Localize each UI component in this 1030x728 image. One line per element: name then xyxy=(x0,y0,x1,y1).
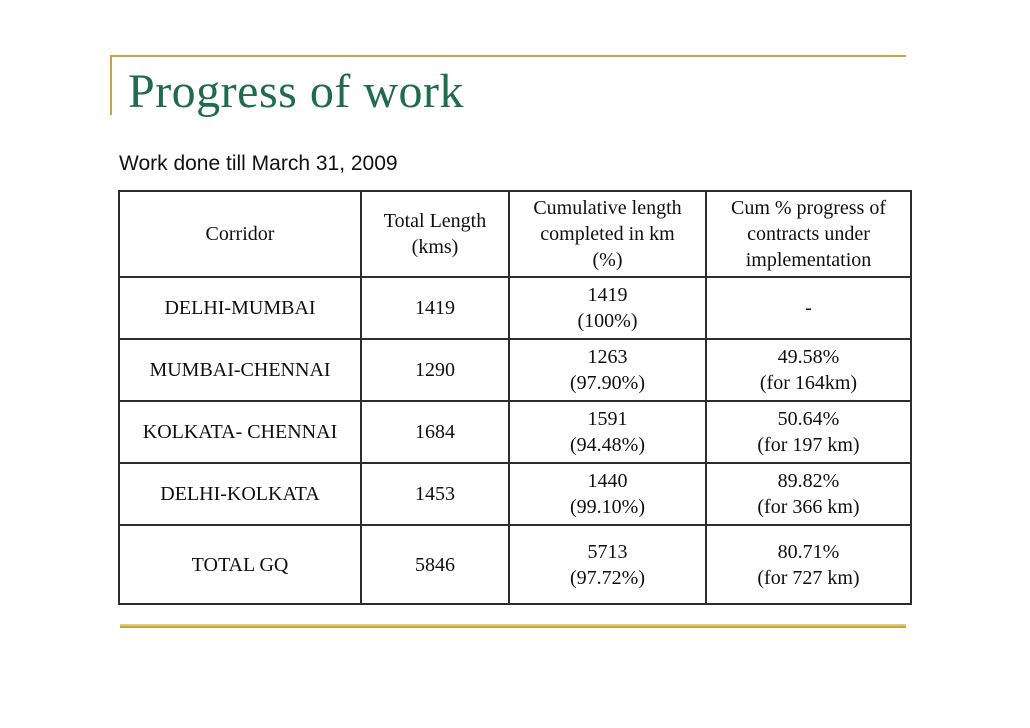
cell-cum-progress: - xyxy=(705,276,912,340)
cell-cum-progress: 49.58% (for 164km) xyxy=(705,338,912,402)
table-row-total-gq: TOTAL GQ 5846 5713 (97.72%) 80.71% (for … xyxy=(118,524,912,605)
column-header-corridor: Corridor xyxy=(118,190,362,278)
cell-cum-progress: 80.71% (for 727 km) xyxy=(705,524,912,605)
cell-cumulative: 1263 (97.90%) xyxy=(508,338,707,402)
column-header-cumulative-length: Cumulative length completed in km (%) xyxy=(508,190,707,278)
cell-corridor: MUMBAI-CHENNAI xyxy=(118,338,362,402)
table-row-delhi-kolkata: DELHI-KOLKATA 1453 1440 (99.10%) 89.82% … xyxy=(118,462,912,526)
column-header-cum-progress: Cum % progress of contracts under implem… xyxy=(705,190,912,278)
cell-corridor: KOLKATA- CHENNAI xyxy=(118,400,362,464)
bottom-accent-rule xyxy=(120,624,906,628)
cell-total-length: 1419 xyxy=(360,276,510,340)
page-title: Progress of work xyxy=(128,65,464,118)
cell-total-length: 1684 xyxy=(360,400,510,464)
cell-total-length: 1453 xyxy=(360,462,510,526)
left-accent-rule xyxy=(110,55,112,115)
cell-cum-progress: 50.64% (for 197 km) xyxy=(705,400,912,464)
cell-cumulative: 1440 (99.10%) xyxy=(508,462,707,526)
cell-cumulative: 1419 (100%) xyxy=(508,276,707,340)
table-header-row: Corridor Total Length (kms) Cumulative l… xyxy=(118,190,912,278)
cell-cum-progress: 89.82% (for 366 km) xyxy=(705,462,912,526)
cell-total-length: 1290 xyxy=(360,338,510,402)
cell-corridor: DELHI-KOLKATA xyxy=(118,462,362,526)
table-row-kolkata-chennai: KOLKATA- CHENNAI 1684 1591 (94.48%) 50.6… xyxy=(118,400,912,464)
cell-corridor: DELHI-MUMBAI xyxy=(118,276,362,340)
cell-cumulative: 5713 (97.72%) xyxy=(508,524,707,605)
cell-corridor: TOTAL GQ xyxy=(118,524,362,605)
cell-total-length: 5846 xyxy=(360,524,510,605)
top-accent-rule xyxy=(110,55,906,57)
slide-subtitle: Work done till March 31, 2009 xyxy=(119,152,398,175)
table-row-delhi-mumbai: DELHI-MUMBAI 1419 1419 (100%) - xyxy=(118,276,912,340)
table-row-mumbai-chennai: MUMBAI-CHENNAI 1290 1263 (97.90%) 49.58%… xyxy=(118,338,912,402)
progress-table: Corridor Total Length (kms) Cumulative l… xyxy=(118,190,912,605)
column-header-total-length: Total Length (kms) xyxy=(360,190,510,278)
cell-cumulative: 1591 (94.48%) xyxy=(508,400,707,464)
